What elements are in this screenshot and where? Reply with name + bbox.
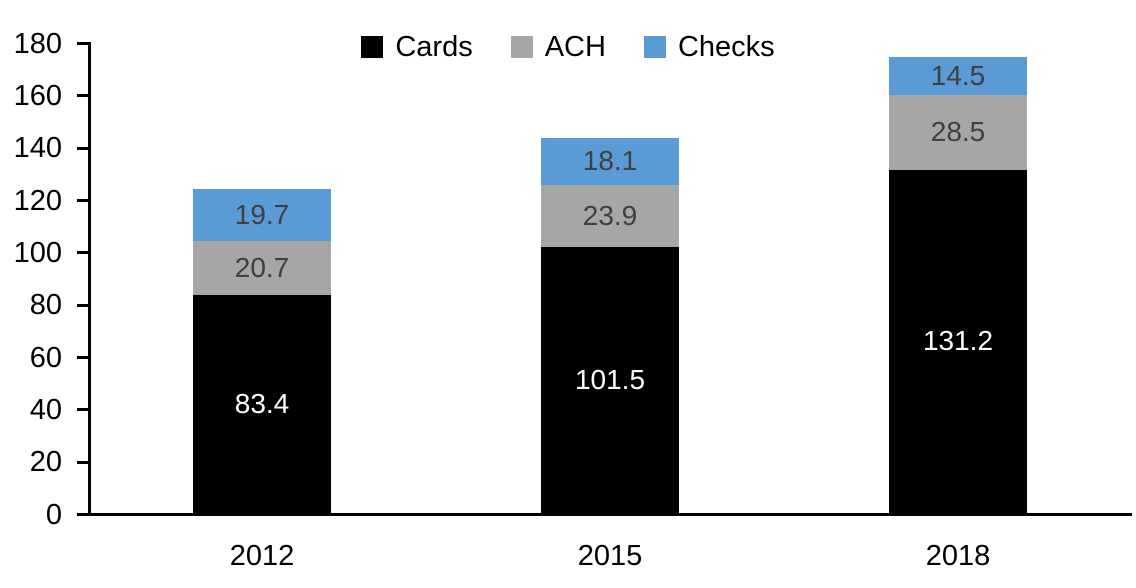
bar-segment-ach-2012 (193, 240, 331, 295)
y-axis-tick-0 (77, 513, 88, 516)
bar-segment-cards-2012 (193, 294, 331, 513)
y-tick-label-0: 0 (45, 498, 62, 531)
legend-swatch-ach (510, 36, 533, 58)
y-tick-label-120: 120 (13, 184, 62, 217)
legend-label-cards: Cards (395, 31, 473, 63)
y-axis-tick-100 (77, 251, 88, 255)
y-axis-tick-140 (77, 146, 88, 150)
bar-segment-cards-2015 (541, 247, 679, 513)
y-axis-tick-20 (77, 460, 88, 464)
legend-item-checks: Checks (643, 31, 775, 63)
y-tick-label-140: 140 (13, 132, 62, 165)
y-tick-label-60: 60 (29, 341, 62, 374)
bar-segment-checks-2012 (193, 189, 331, 241)
y-axis-tick-180 (77, 42, 88, 45)
y-axis-tick-40 (77, 408, 88, 412)
x-axis-line (77, 513, 1132, 516)
y-tick-label-100: 100 (13, 236, 62, 269)
legend-label-checks: Checks (677, 31, 775, 63)
segment-label-cards-2015: 101.5 (574, 364, 646, 396)
x-tick-label-2018: 2018 (925, 540, 991, 572)
segment-label-ach-2012: 20.7 (234, 251, 290, 283)
segment-label-checks-2012: 19.7 (234, 198, 290, 230)
segment-label-cards-2018: 131.2 (922, 325, 994, 357)
legend-swatch-checks (643, 36, 666, 58)
bar-segment-checks-2015 (541, 137, 679, 185)
y-tick-label-80: 80 (29, 289, 62, 322)
y-tick-label-180: 180 (13, 27, 62, 60)
bar-segment-cards-2018 (889, 169, 1027, 513)
segment-label-ach-2018: 28.5 (930, 116, 986, 148)
x-tick-label-2015: 2015 (577, 540, 643, 572)
y-axis-tick-60 (77, 356, 88, 359)
legend-item-ach: ACH (510, 31, 606, 63)
legend-swatch-cards (361, 36, 384, 58)
segment-label-checks-2015: 18.1 (582, 145, 638, 177)
legend-item-cards: Cards (361, 31, 473, 63)
x-tick-label-2012: 2012 (229, 540, 295, 572)
bar-segment-ach-2015 (541, 184, 679, 248)
segment-label-cards-2012: 83.4 (234, 387, 290, 419)
y-tick-label-40: 40 (29, 393, 62, 426)
y-axis-tick-80 (77, 303, 88, 307)
bar-segment-ach-2018 (889, 95, 1027, 170)
bar-segment-checks-2018 (889, 57, 1027, 96)
y-axis-tick-160 (77, 94, 88, 98)
y-tick-label-20: 20 (29, 446, 62, 479)
y-axis-tick-120 (77, 199, 88, 202)
y-tick-label-160: 160 (13, 79, 62, 112)
segment-label-checks-2018: 14.5 (930, 60, 986, 92)
legend-label-ach: ACH (544, 31, 606, 63)
segment-label-ach-2015: 23.9 (582, 200, 638, 232)
y-axis-line (88, 42, 91, 516)
chart-legend: Cards ACH Checks (0, 32, 1136, 62)
